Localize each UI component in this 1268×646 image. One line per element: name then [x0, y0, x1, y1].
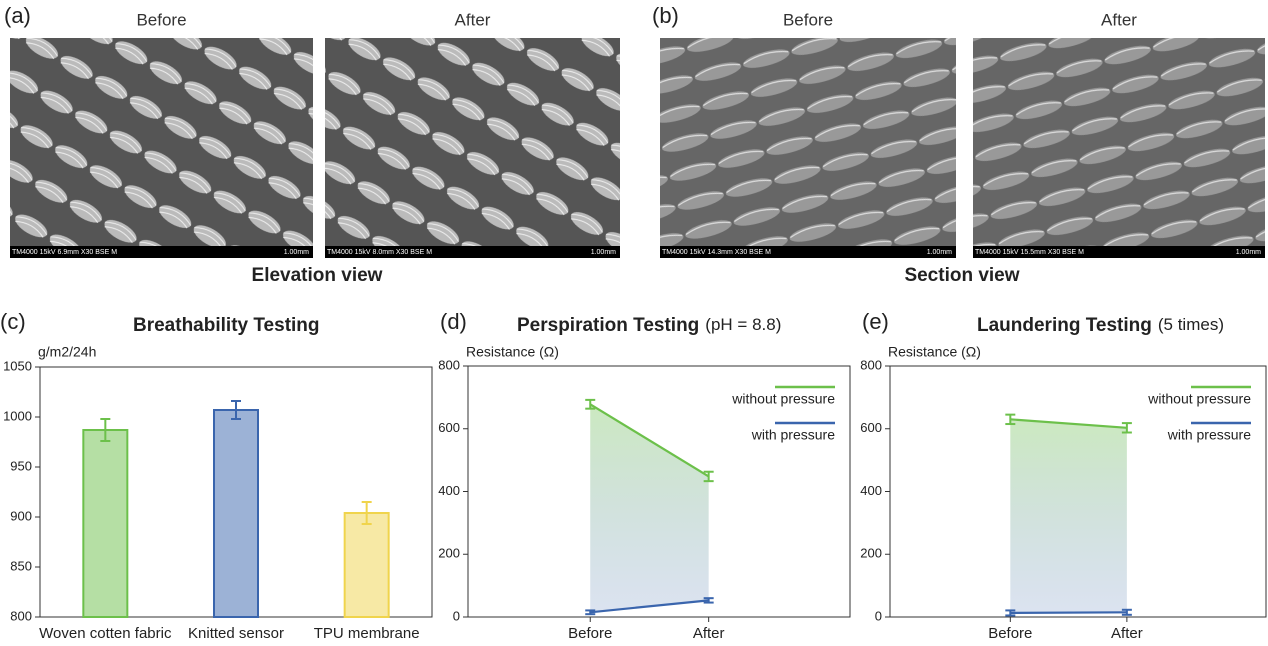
- y-tick-label: 600: [438, 420, 460, 435]
- y-tick-label: 800: [10, 608, 32, 623]
- y-tick-label: 1050: [3, 358, 32, 373]
- y-tick-label: 900: [10, 508, 32, 523]
- x-tick-label: Knitted sensor: [188, 625, 284, 642]
- panel-caption: Section view: [904, 265, 1019, 286]
- legend-label: with pressure: [751, 427, 835, 443]
- title-main: Laundering Testing: [977, 315, 1152, 336]
- bar: [213, 409, 259, 618]
- x-tick-label: Before: [988, 625, 1032, 642]
- x-tick-label: TPU membrane: [314, 625, 420, 642]
- error-bar: [585, 609, 596, 616]
- info-bar: [10, 246, 313, 258]
- image-scale: 1.00mm: [284, 249, 309, 256]
- sem-image: [325, 38, 620, 246]
- y-tick-label: 950: [10, 458, 32, 473]
- image-scale: 1.00mm: [927, 249, 952, 256]
- y-tick-label: 200: [860, 546, 882, 561]
- error-bar: [361, 501, 372, 525]
- x-tick-label: After: [1111, 625, 1143, 642]
- y-tick-label: 600: [860, 420, 882, 435]
- panel-label: (c): [0, 309, 26, 334]
- chart-title: Perspiration Testing (pH = 8.8): [517, 315, 781, 336]
- chart-title: Laundering Testing (5 times): [977, 315, 1224, 336]
- info-bar: [660, 246, 956, 258]
- image-title: After: [1101, 10, 1137, 29]
- image-scale: 1.00mm: [591, 249, 616, 256]
- error-bar: [1121, 608, 1132, 616]
- chart-title: Breathability Testing: [133, 315, 320, 336]
- image-title: Before: [783, 10, 833, 29]
- y-tick-label: 400: [438, 483, 460, 498]
- error-bar: [1005, 413, 1016, 426]
- y-tick-label: 1000: [3, 408, 32, 423]
- panel-caption: Elevation view: [252, 265, 383, 286]
- y-tick-label: 0: [453, 608, 460, 623]
- image-scale: 1.00mm: [1236, 249, 1261, 256]
- fill-between: [1010, 419, 1127, 613]
- error-bar: [231, 400, 241, 420]
- image-info: TM4000 15kV 15.5mm X30 BSE M: [975, 249, 1084, 256]
- error-bar: [585, 398, 596, 410]
- fill-between: [590, 404, 709, 613]
- error-bar: [100, 418, 111, 442]
- y-tick-label: 800: [438, 357, 460, 372]
- y-tick-label: 400: [860, 483, 882, 498]
- error-bar: [703, 597, 714, 604]
- sem-image: [10, 38, 313, 246]
- legend-label: without pressure: [1147, 391, 1251, 407]
- title-sub: (pH = 8.8): [705, 315, 781, 334]
- image-title: After: [455, 10, 491, 29]
- image-info: TM4000 15kV 8.0mm X30 BSE M: [327, 249, 432, 256]
- panel-label: (e): [862, 309, 889, 334]
- error-bar: [1121, 422, 1132, 434]
- series-line: [590, 599, 709, 614]
- y-axis-label: Resistance (Ω): [888, 344, 981, 360]
- legend-label: with pressure: [1167, 427, 1251, 443]
- info-bar: [325, 246, 620, 258]
- x-tick-label: Woven cotten fabric: [39, 625, 172, 642]
- title-sub: (5 times): [1158, 315, 1224, 334]
- image-info: TM4000 15kV 14.3mm X30 BSE M: [662, 249, 771, 256]
- image-title: Before: [136, 10, 186, 29]
- y-tick-label: 200: [438, 546, 460, 561]
- series-line: [589, 403, 710, 478]
- bar: [82, 429, 129, 618]
- series-line: [1010, 418, 1127, 429]
- x-tick-label: After: [693, 625, 725, 642]
- sem-image: [973, 38, 1265, 246]
- legend-label: without pressure: [731, 391, 835, 407]
- y-axis-label: g/m2/24h: [38, 344, 96, 360]
- panel-label: (a): [4, 3, 31, 28]
- series-line: [1010, 611, 1127, 615]
- error-bar: [703, 470, 714, 483]
- y-tick-label: 850: [10, 558, 32, 573]
- bar: [343, 512, 390, 618]
- info-bar: [973, 246, 1265, 258]
- title-main: Perspiration Testing: [517, 315, 699, 336]
- y-axis-label: Resistance (Ω): [466, 344, 559, 360]
- panel-label: (b): [652, 3, 679, 28]
- error-bar: [1005, 609, 1016, 617]
- panel-label: (d): [440, 309, 467, 334]
- image-info: TM4000 15kV 6.9mm X30 BSE M: [12, 249, 117, 256]
- title-main: Breathability Testing: [133, 315, 320, 336]
- y-tick-label: 800: [860, 357, 882, 372]
- sem-image: [660, 38, 956, 246]
- x-tick-label: Before: [568, 625, 612, 642]
- y-tick-label: 0: [875, 608, 882, 623]
